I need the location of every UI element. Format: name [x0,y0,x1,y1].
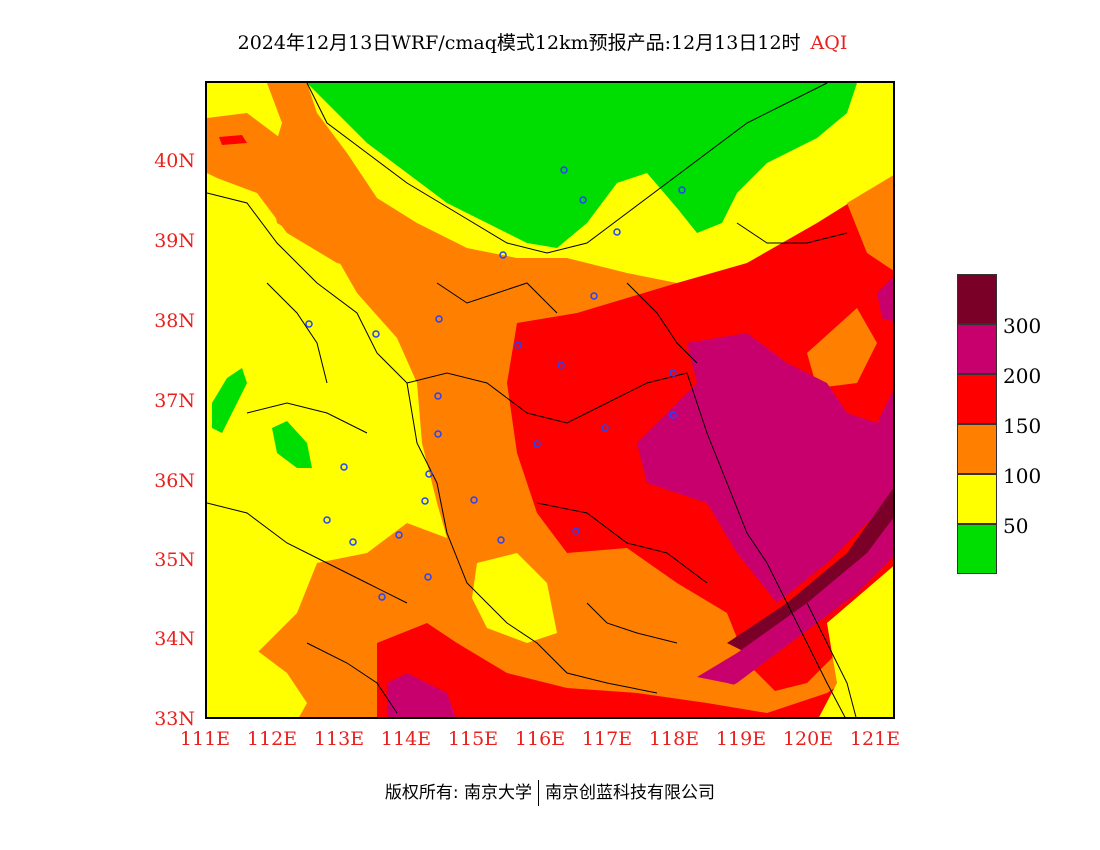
zone-0-50-west-2 [272,421,312,468]
copyright-footer: 版权所有: 南京大学 南京创蓝科技有限公司 [0,778,1100,806]
zone-50-100-south-central [472,553,557,643]
legend-swatch-0-50 [957,524,997,574]
footer-separator [538,780,540,806]
legend-swatch-100-150 [957,424,997,474]
zone-200-300-southeast [687,518,893,703]
city-markers [305,166,686,601]
zone-50-100-southeast [819,566,893,717]
variable-label: AQI [810,32,848,54]
lon-label-117e: 117E [581,728,633,750]
zone-100-150-northeast [847,175,893,271]
lat-label-37n: 37N [154,390,195,412]
lon-label-112e: 112E [246,728,298,750]
legend-label-50: 50 [1003,514,1029,538]
zone-50-100-southwest [207,643,307,717]
zone-200-300-southwest [387,673,456,717]
aqi-map [205,81,895,719]
lat-label-38n: 38N [154,310,195,332]
zone-200-300-northeast [877,277,893,322]
lon-label-118e: 118E [648,728,700,750]
copyright-text: 版权所有: 南京大学 [384,783,533,803]
lat-label-39n: 39N [154,230,195,252]
map-title: 2024年12月13日WRF/cmaq模式12km预报产品:12月13日12时 A… [0,28,1085,55]
lon-label-115e: 115E [447,728,499,750]
lat-label-33n: 33N [154,708,195,730]
province-boundaries [207,83,857,717]
zone-100-150-east [807,308,877,388]
zone-0-50-west [212,368,247,433]
lon-label-111e: 111E [179,728,231,750]
lon-label-116e: 116E [514,728,566,750]
legend-swatch-300-plus [957,274,997,324]
zone-200-300 [637,333,893,603]
legend-swatch-50-100 [957,474,997,524]
legend-swatch-200-300 [957,324,997,374]
title-text: 2024年12月13日WRF/cmaq模式12km预报产品:12月13日12时 [237,32,801,54]
lon-label-121e: 121E [849,728,901,750]
zone-150-200-south [377,623,893,717]
zone-100-150-west [207,113,377,273]
legend-label-200: 200 [1003,364,1042,388]
lon-label-119e: 119E [715,728,767,750]
lat-label-35n: 35N [154,549,195,571]
aqi-legend [957,274,997,574]
zone-0-50-north [307,83,857,248]
company-text: 南京创蓝科技有限公司 [545,783,716,803]
lat-label-40n: 40N [154,150,195,172]
legend-label-100: 100 [1003,464,1042,488]
legend-label-300: 300 [1003,314,1042,338]
lon-label-120e: 120E [782,728,834,750]
lon-label-113e: 113E [313,728,365,750]
legend-swatch-150-200 [957,374,997,424]
lon-label-114e: 114E [380,728,432,750]
zone-150-200-northwest [219,135,247,145]
zone-300-plus [727,488,893,653]
legend-label-150: 150 [1003,414,1042,438]
lat-label-36n: 36N [154,470,195,492]
lat-label-34n: 34N [154,628,195,650]
aqi-field [207,83,893,717]
